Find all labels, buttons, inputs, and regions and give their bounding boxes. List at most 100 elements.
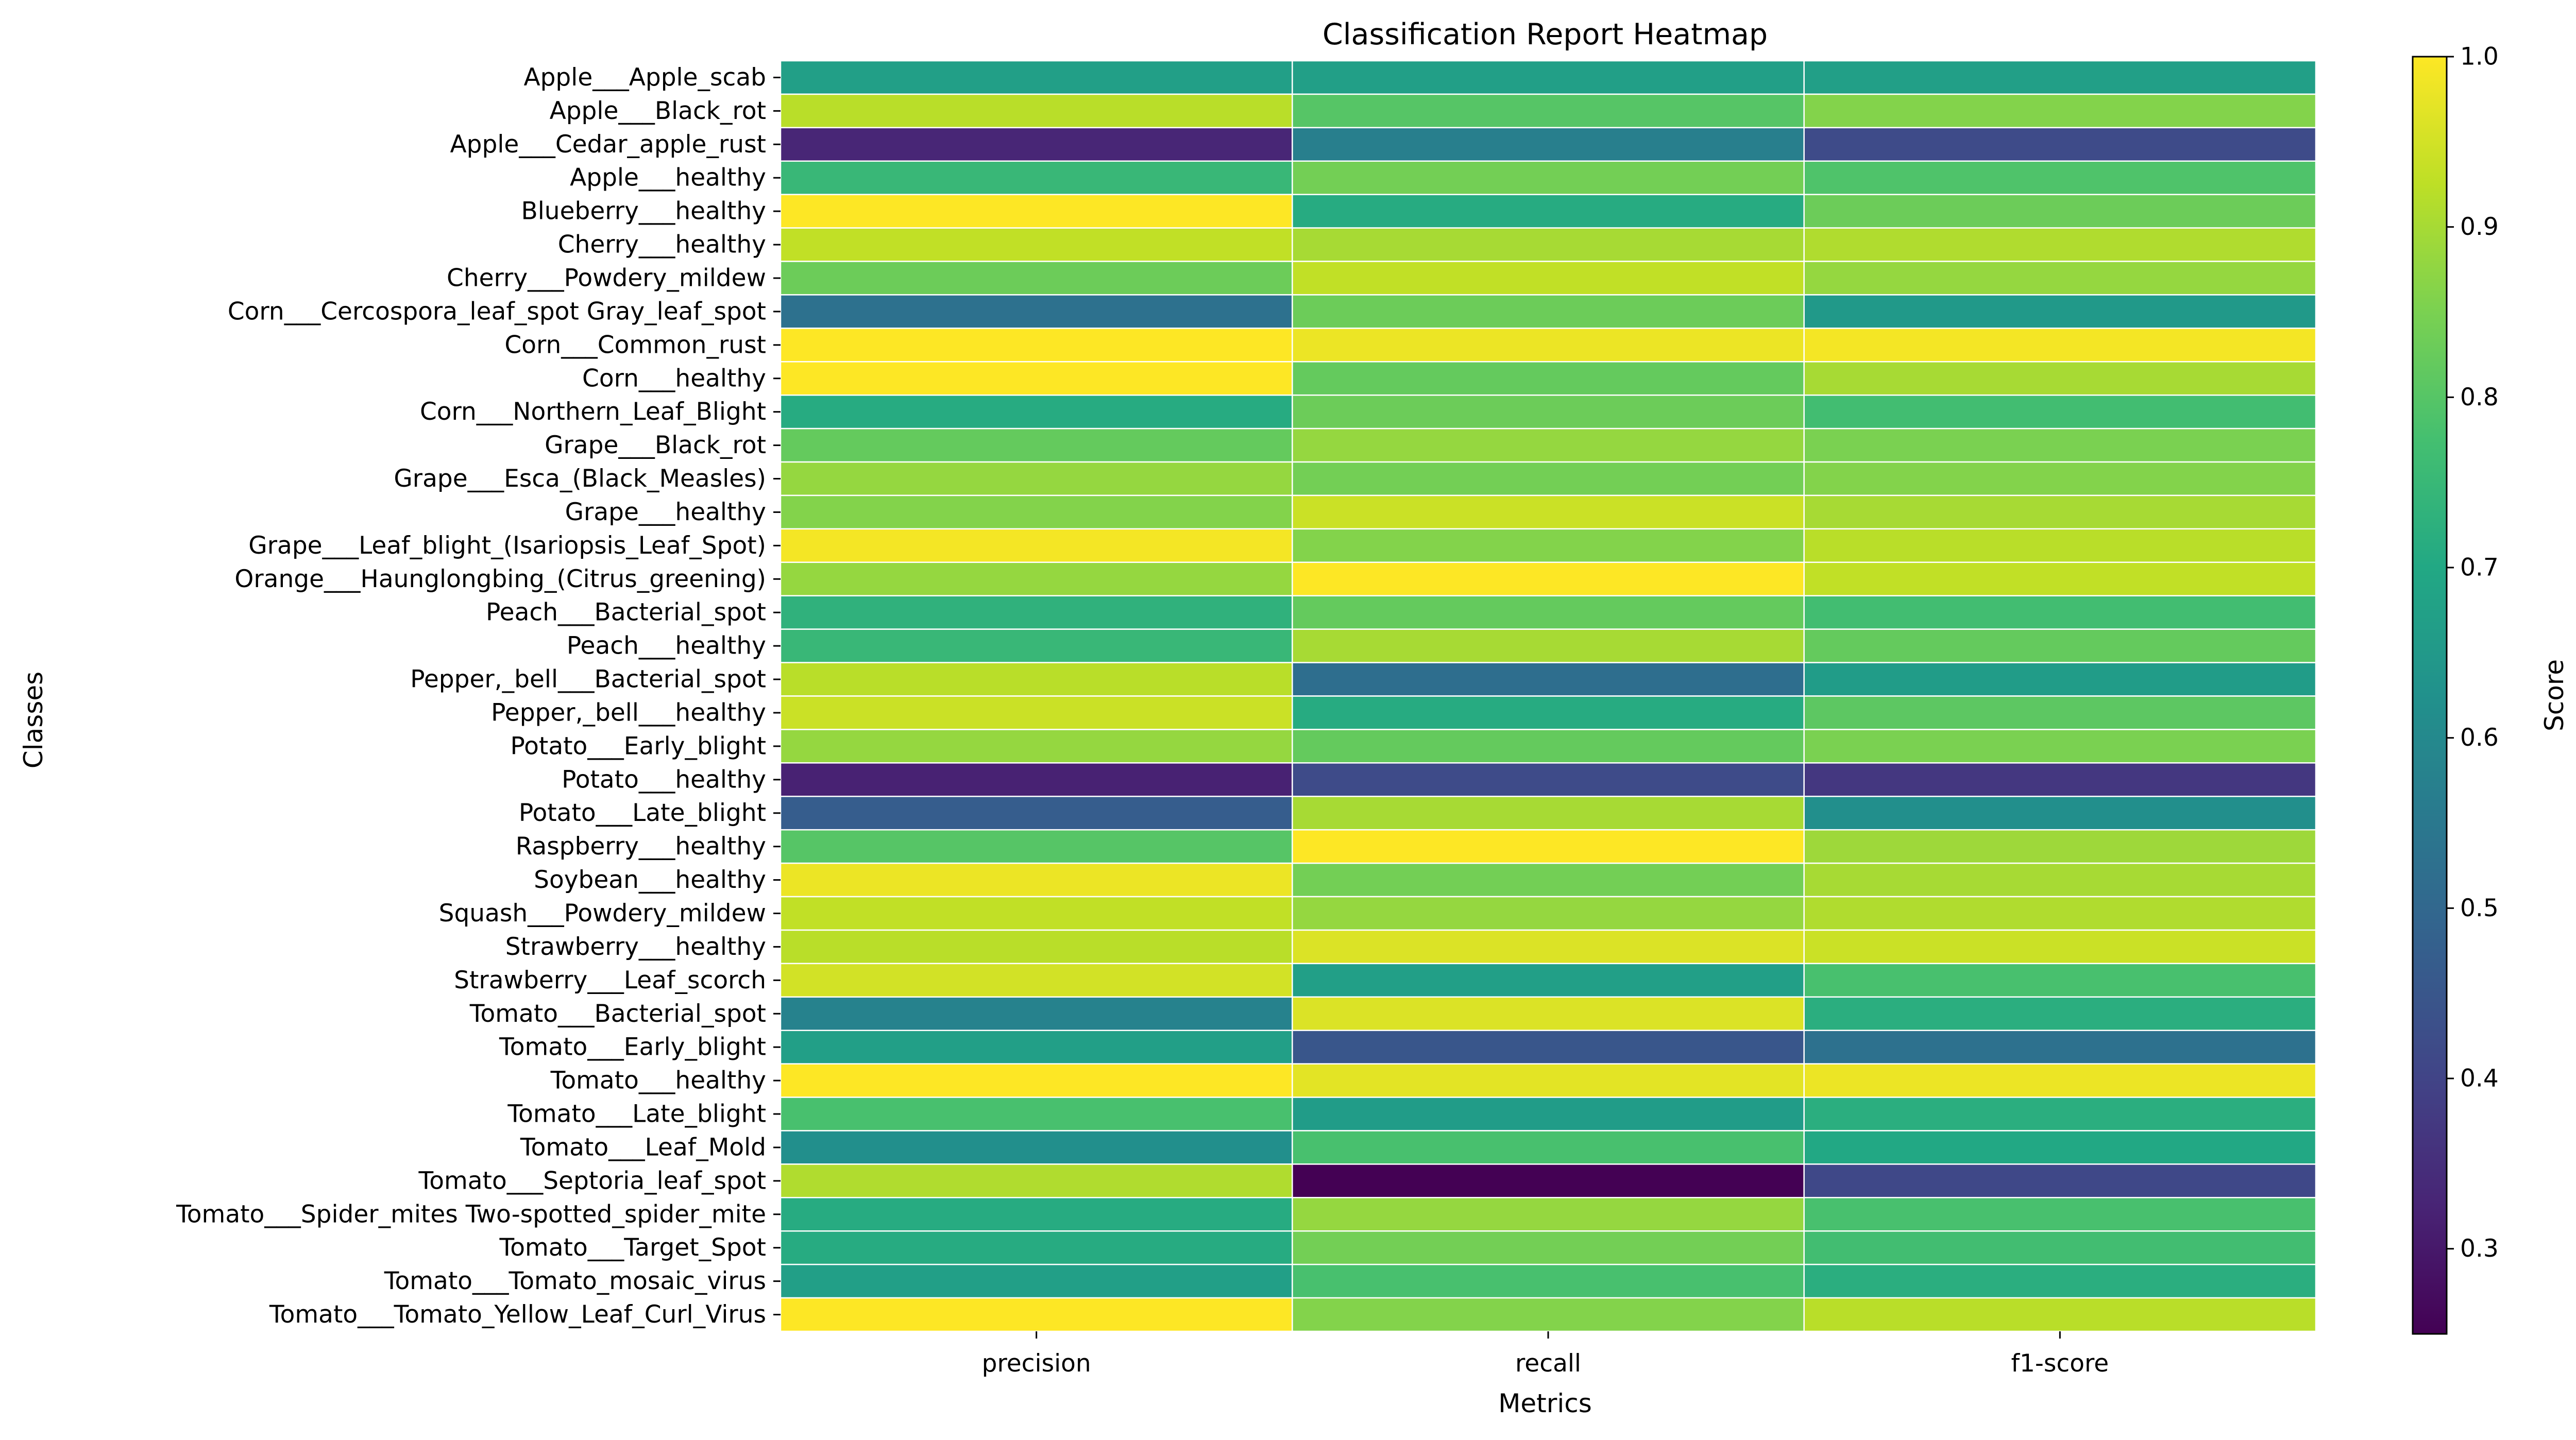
heatmap-cell (779, 862, 1293, 898)
heatmap-cell (779, 796, 1293, 831)
heatmap-cell (1803, 896, 2317, 931)
heatmap-cell (1803, 829, 2317, 864)
heatmap-cells (779, 60, 2317, 1332)
heatmap-cell (1803, 194, 2317, 229)
column-label: precision (982, 1349, 1091, 1378)
heatmap-cell (1803, 1297, 2317, 1332)
heatmap-cell (779, 929, 1293, 965)
heatmap-cell (1292, 227, 1805, 262)
row-label: Tomato___Tomato_Yellow_Leaf_Curl_Virus (269, 1300, 766, 1329)
column-label: recall (1515, 1349, 1581, 1378)
row-label: Pepper,_bell___healthy (491, 698, 766, 727)
row-label: Raspberry___healthy (516, 832, 766, 861)
heatmap-cell (1292, 896, 1805, 931)
heatmap-cell (779, 595, 1293, 630)
heatmap-cell (779, 361, 1293, 396)
row-label: Blueberry___healthy (521, 197, 767, 226)
heatmap-cell (779, 1030, 1293, 1065)
heatmap-cell (1292, 595, 1805, 630)
heatmap-cell (1803, 261, 2317, 296)
row-label: Grape___Esca_(Black_Measles) (394, 465, 766, 493)
row-label: Tomato___Tomato_mosaic_virus (384, 1267, 766, 1295)
heatmap-cell (1803, 294, 2317, 329)
heatmap-cell (779, 762, 1293, 797)
heatmap-cell (1292, 695, 1805, 730)
heatmap-cell (1292, 829, 1805, 864)
heatmap-cell (779, 194, 1293, 229)
heatmap-cell (1803, 929, 2317, 965)
heatmap-cell (1803, 1163, 2317, 1198)
heatmap-cell (1803, 996, 2317, 1031)
colorbar-tick-label: 0.9 (2460, 213, 2499, 241)
heatmap-cell (779, 494, 1293, 530)
row-label: Tomato___Bacterial_spot (469, 1000, 766, 1028)
heatmap-cell (779, 1197, 1293, 1232)
row-label: Potato___healthy (562, 765, 766, 794)
row-label: Orange___Haunglongbing_(Citrus_greening) (234, 565, 766, 593)
heatmap-cell (1292, 1130, 1805, 1165)
colorbar-ticks: 0.3 0.4 0.5 0.6 0.7 0.8 0.9 1.0 (2447, 43, 2499, 1263)
row-label: Corn___Northern_Leaf_Blight (420, 398, 766, 426)
row-label: Grape___Leaf_blight_(Isariopsis_Leaf_Spo… (248, 532, 766, 560)
heatmap-cell (779, 1297, 1293, 1332)
heatmap-cell (779, 261, 1293, 296)
row-label: Potato___Late_blight (519, 799, 766, 827)
row-label: Apple___Apple_scab (523, 63, 766, 92)
heatmap-cell (1803, 662, 2317, 697)
row-label: Cherry___healthy (558, 231, 766, 259)
heatmap-cell (1803, 394, 2317, 430)
heatmap-cell (1803, 60, 2317, 95)
chart-title: Classification Report Heatmap (1323, 18, 1768, 52)
heatmap-cell (779, 160, 1293, 195)
heatmap-cell (779, 1230, 1293, 1265)
heatmap-cell (1292, 862, 1805, 898)
heatmap-cell (1292, 261, 1805, 296)
colorbar-tick-label: 1.0 (2460, 43, 2499, 71)
heatmap-cell (1803, 862, 2317, 898)
heatmap-cell (779, 1163, 1293, 1198)
heatmap-cell (1292, 1163, 1805, 1198)
heatmap-cell (779, 896, 1293, 931)
colorbar-tick-label: 0.7 (2460, 554, 2499, 582)
row-label: Squash___Powdery_mildew (439, 899, 766, 928)
heatmap-cell (779, 628, 1293, 663)
y-axis-label: Classes (19, 672, 48, 768)
heatmap-cell (1803, 494, 2317, 530)
row-label: Corn___Common_rust (504, 331, 766, 359)
heatmap-cell (1292, 1297, 1805, 1332)
heatmap-cell (1292, 561, 1805, 596)
heatmap-cell (1292, 1197, 1805, 1232)
heatmap-cell (1803, 93, 2317, 129)
heatmap-cell (779, 695, 1293, 730)
heatmap-cell (1292, 762, 1805, 797)
heatmap-cell (1292, 963, 1805, 998)
heatmap-cell (779, 1263, 1293, 1299)
row-label: Grape___healthy (565, 498, 766, 526)
row-label: Peach___Bacterial_spot (486, 598, 766, 627)
row-label: Soybean___healthy (534, 866, 766, 894)
colorbar-tick-label: 0.8 (2460, 383, 2499, 412)
heatmap-cell (1803, 127, 2317, 162)
heatmap-cell (779, 1063, 1293, 1098)
heatmap-cell (1292, 394, 1805, 430)
colorbar-tick-label: 0.6 (2460, 724, 2499, 752)
row-label: Apple___healthy (570, 164, 766, 192)
heatmap-cell (779, 963, 1293, 998)
row-label: Tomato___Late_blight (507, 1100, 766, 1128)
heatmap-cell (1292, 93, 1805, 129)
colorbar-tick-label: 0.3 (2460, 1235, 2499, 1263)
heatmap-cell (779, 394, 1293, 430)
row-label: Strawberry___healthy (505, 933, 766, 961)
heatmap-cell (1292, 1263, 1805, 1299)
heatmap-cell (1803, 427, 2317, 463)
heatmap-cell (779, 528, 1293, 563)
row-label: Peach___healthy (567, 632, 766, 660)
row-label: Apple___Cedar_apple_rust (450, 130, 766, 159)
heatmap-cell (779, 1130, 1293, 1165)
heatmap-cell (1803, 361, 2317, 396)
heatmap-cell (1803, 1263, 2317, 1299)
heatmap-cell (779, 127, 1293, 162)
heatmap-cell (779, 1096, 1293, 1132)
heatmap-cell (1292, 294, 1805, 329)
heatmap-cell (1803, 160, 2317, 195)
